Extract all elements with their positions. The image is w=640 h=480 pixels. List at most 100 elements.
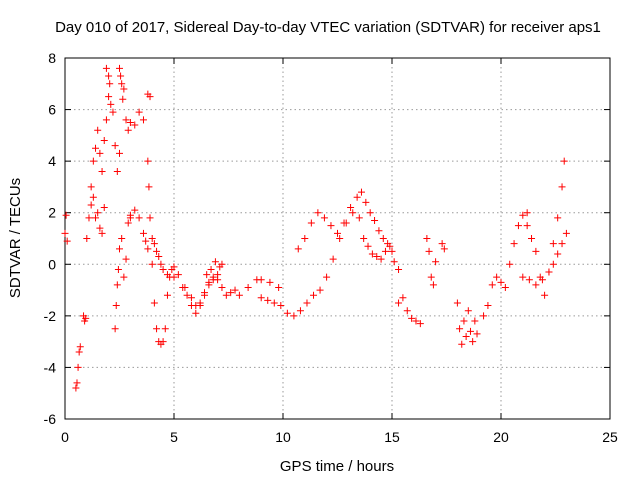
data-point-d-7 (98, 167, 106, 175)
data-point-a-0 (61, 229, 69, 237)
data-point-i-0 (126, 214, 134, 222)
data-point-d-5 (94, 126, 102, 134)
data-point-j-1 (145, 183, 153, 191)
data-point-g-0 (116, 64, 123, 72)
data-point-g-7 (126, 118, 134, 126)
data-point-r-6 (549, 240, 557, 248)
data-point-q-9 (519, 211, 527, 219)
data-point-d-10 (105, 93, 113, 101)
data-point-l-16 (360, 235, 368, 242)
data-point-l-3 (277, 302, 285, 310)
data-point-n-2 (403, 307, 411, 315)
data-point-d-8 (100, 137, 108, 145)
data-point-k-3 (216, 263, 224, 271)
data-point-l-7 (303, 299, 311, 307)
data-point-n-3 (408, 314, 416, 322)
data-point-h-7 (122, 255, 130, 263)
data-point-h-8 (124, 219, 132, 227)
y-tick-label: 6 (48, 102, 56, 118)
data-point-k-2 (211, 258, 219, 266)
data-point-l-1 (264, 296, 272, 304)
data-point-s-6 (554, 250, 562, 258)
data-point-i-31 (275, 283, 283, 291)
data-point-s-2 (532, 281, 540, 289)
data-point-h-3 (114, 265, 122, 273)
data-point-l-21 (381, 247, 389, 255)
data-point-i-2 (135, 214, 143, 222)
data-point-r-4 (541, 291, 549, 299)
data-point-k-1 (207, 265, 215, 273)
data-point-i-5 (144, 245, 152, 253)
data-point-s-7 (558, 240, 566, 248)
data-point-i-25 (231, 286, 239, 294)
data-point-l-12 (336, 235, 344, 242)
data-point-g-10 (139, 116, 147, 124)
data-point-q-5 (501, 283, 509, 291)
data-point-l-23 (390, 258, 398, 266)
data-point-i-8 (153, 247, 161, 255)
data-point-f-3 (107, 100, 115, 108)
y-tick-label: -2 (44, 308, 57, 324)
data-point-d-6 (96, 149, 104, 157)
data-point-a-2 (63, 237, 71, 245)
data-point-l-8 (310, 291, 318, 299)
data-point-j-3 (148, 260, 156, 268)
data-point-q-10 (523, 209, 531, 217)
data-point-n-0 (395, 299, 403, 307)
data-point-i-11 (159, 265, 167, 273)
data-point-i-15 (187, 294, 195, 302)
data-point-i-1 (131, 206, 139, 214)
data-point-o-0 (423, 235, 431, 242)
data-point-m-4 (320, 214, 328, 222)
data-point-s-0 (519, 273, 527, 281)
data-point-b-3 (75, 348, 83, 356)
data-point-p-0 (453, 299, 461, 307)
data-point-s-1 (525, 276, 533, 284)
data-point-d-9 (102, 116, 110, 124)
x-tick-label: 15 (384, 429, 400, 445)
data-point-d-1 (85, 214, 93, 222)
data-point-f-5 (111, 142, 119, 150)
data-point-r-0 (523, 222, 531, 230)
data-point-l-15 (355, 214, 363, 222)
data-point-p-3 (460, 317, 468, 325)
grid-lines (65, 58, 610, 419)
data-point-r-7 (554, 214, 562, 222)
data-point-g-9 (135, 108, 143, 116)
data-point-j-0 (144, 157, 152, 165)
data-point-p-1 (456, 325, 464, 333)
y-tick-label: 2 (48, 205, 56, 221)
data-point-j-17 (187, 302, 195, 310)
data-point-g-1 (117, 72, 125, 80)
data-point-r-2 (532, 247, 540, 255)
data-point-s-4 (545, 268, 553, 276)
data-point-j-20 (201, 291, 209, 299)
data-point-b-2 (74, 363, 82, 371)
data-points (61, 64, 570, 392)
data-point-m-1 (301, 235, 309, 242)
data-point-m-11 (362, 198, 370, 206)
data-point-o-4 (432, 258, 440, 266)
x-tick-label: 0 (61, 429, 69, 445)
data-point-b-1 (73, 379, 81, 387)
data-point-e-4 (96, 224, 104, 232)
x-tick-label: 10 (275, 429, 291, 445)
data-point-m-16 (384, 240, 392, 248)
data-point-j-23 (214, 271, 222, 279)
data-point-l-9 (316, 286, 324, 294)
data-point-f-2 (106, 80, 114, 88)
y-tick-label: 8 (48, 50, 56, 66)
data-point-n-4 (412, 317, 420, 325)
data-point-l-10 (323, 273, 331, 281)
data-point-q-7 (510, 240, 518, 248)
data-point-i-6 (148, 235, 156, 242)
data-point-i-4 (142, 237, 150, 245)
data-point-m-0 (294, 245, 302, 253)
data-point-i-26 (235, 291, 243, 299)
y-tick-label: -4 (44, 359, 57, 375)
data-point-j-8 (159, 338, 167, 346)
data-point-l-0 (257, 294, 265, 302)
data-point-i-22 (218, 283, 226, 291)
data-point-m-3 (314, 209, 322, 217)
data-point-e-0 (87, 201, 95, 209)
